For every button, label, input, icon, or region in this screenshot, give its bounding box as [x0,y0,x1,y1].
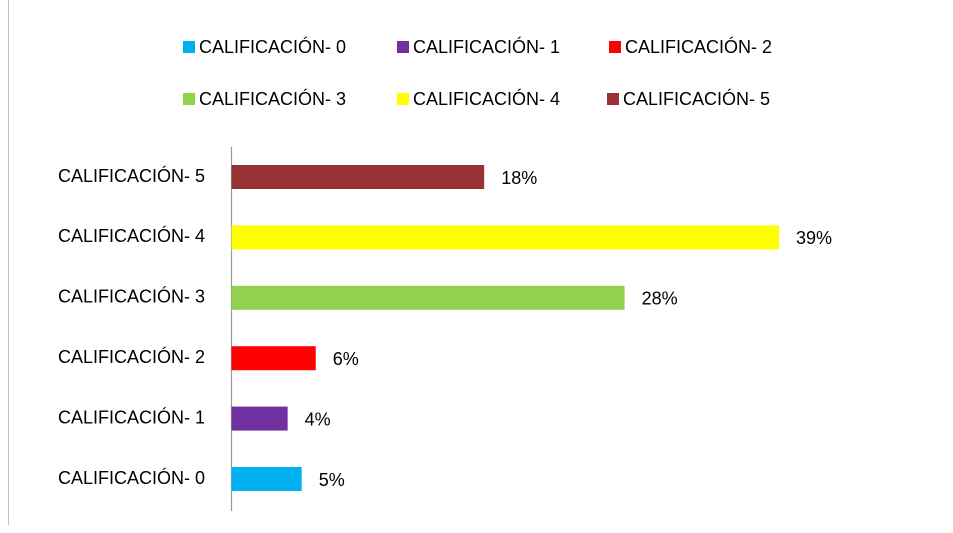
y-tick-label: CALIFICACIÓN- 1 [58,406,205,427]
y-tick-label: CALIFICACIÓN- 3 [58,286,205,307]
data-label: 6% [333,349,359,369]
bar [231,165,485,189]
y-tick-label: CALIFICACIÓN- 5 [58,165,205,186]
y-tick-label: CALIFICACIÓN- 2 [58,346,205,367]
bar [231,346,316,371]
legend-label: CALIFICACIÓN- 3 [199,88,346,109]
bar [231,467,302,491]
legend-label: CALIFICACIÓN- 2 [625,36,772,57]
legend-label: CALIFICACIÓN- 1 [413,36,560,57]
legend-swatch [183,41,195,53]
data-label: 28% [642,289,678,309]
legend-swatch [397,93,409,105]
legend-swatch [183,93,195,105]
legend-label: CALIFICACIÓN- 0 [199,36,346,57]
data-label: 39% [796,228,832,248]
legend-swatch [397,41,409,53]
y-tick-label: CALIFICACIÓN- 4 [58,225,205,246]
bar [231,406,288,431]
y-tick-label: CALIFICACIÓN- 0 [58,467,205,488]
legend-label: CALIFICACIÓN- 5 [623,88,770,109]
bar [231,225,779,250]
legend-swatch [607,93,619,105]
legend-label: CALIFICACIÓN- 4 [413,88,560,109]
data-label: 5% [319,470,345,490]
data-label: 18% [501,168,537,188]
legend-swatch [609,41,621,53]
bar [231,285,625,310]
data-label: 4% [305,409,331,429]
